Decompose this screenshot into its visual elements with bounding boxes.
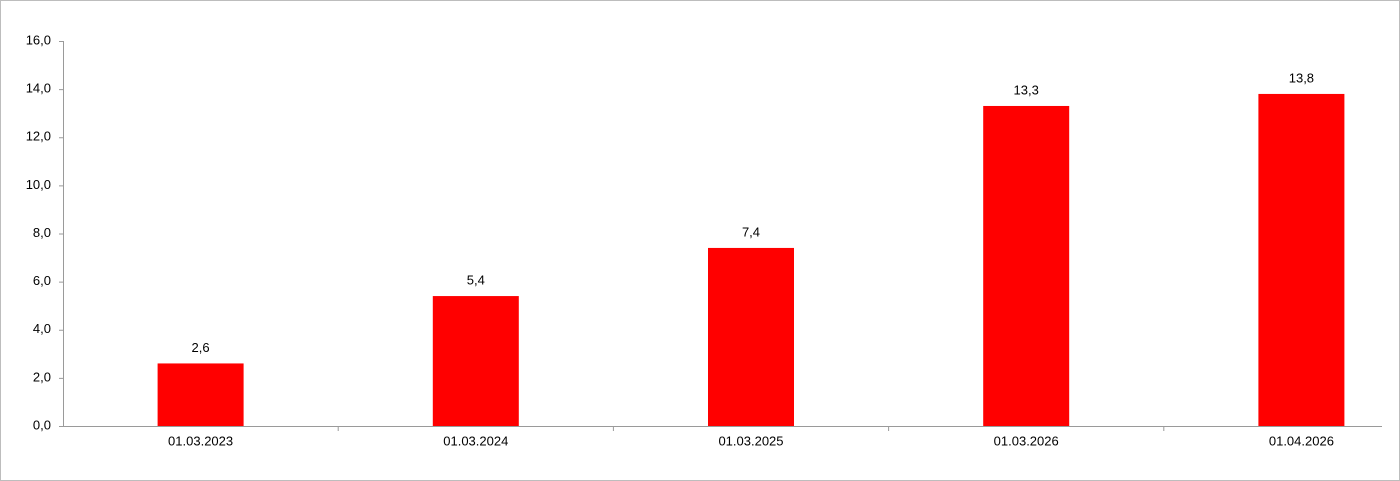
y-tick-label: 2,0 — [33, 369, 51, 384]
bar — [157, 363, 244, 426]
bar — [432, 296, 519, 426]
y-tick-label: 14,0 — [26, 81, 51, 96]
bar — [983, 105, 1070, 426]
value-label: 5,4 — [467, 273, 485, 288]
y-tick-label: 10,0 — [26, 177, 51, 192]
x-tick-label: 01.03.2023 — [168, 433, 233, 448]
x-tick-label: 01.04.2026 — [1269, 433, 1334, 448]
x-tick-label: 01.03.2024 — [443, 433, 508, 448]
y-tick-label: 6,0 — [33, 273, 51, 288]
value-label: 2,6 — [192, 340, 210, 355]
y-tick-label: 4,0 — [33, 321, 51, 336]
y-tick-label: 12,0 — [26, 129, 51, 144]
y-tick-label: 0,0 — [33, 417, 51, 432]
value-label: 13,8 — [1289, 70, 1314, 85]
y-tick-label: 8,0 — [33, 225, 51, 240]
x-tick-label: 01.03.2025 — [718, 433, 783, 448]
value-label: 7,4 — [742, 224, 760, 239]
bar — [708, 247, 794, 426]
bar — [1258, 93, 1345, 426]
x-tick-label: 01.03.2026 — [994, 433, 1059, 448]
y-tick-label: 16,0 — [26, 32, 51, 47]
value-label: 13,3 — [1014, 82, 1039, 97]
